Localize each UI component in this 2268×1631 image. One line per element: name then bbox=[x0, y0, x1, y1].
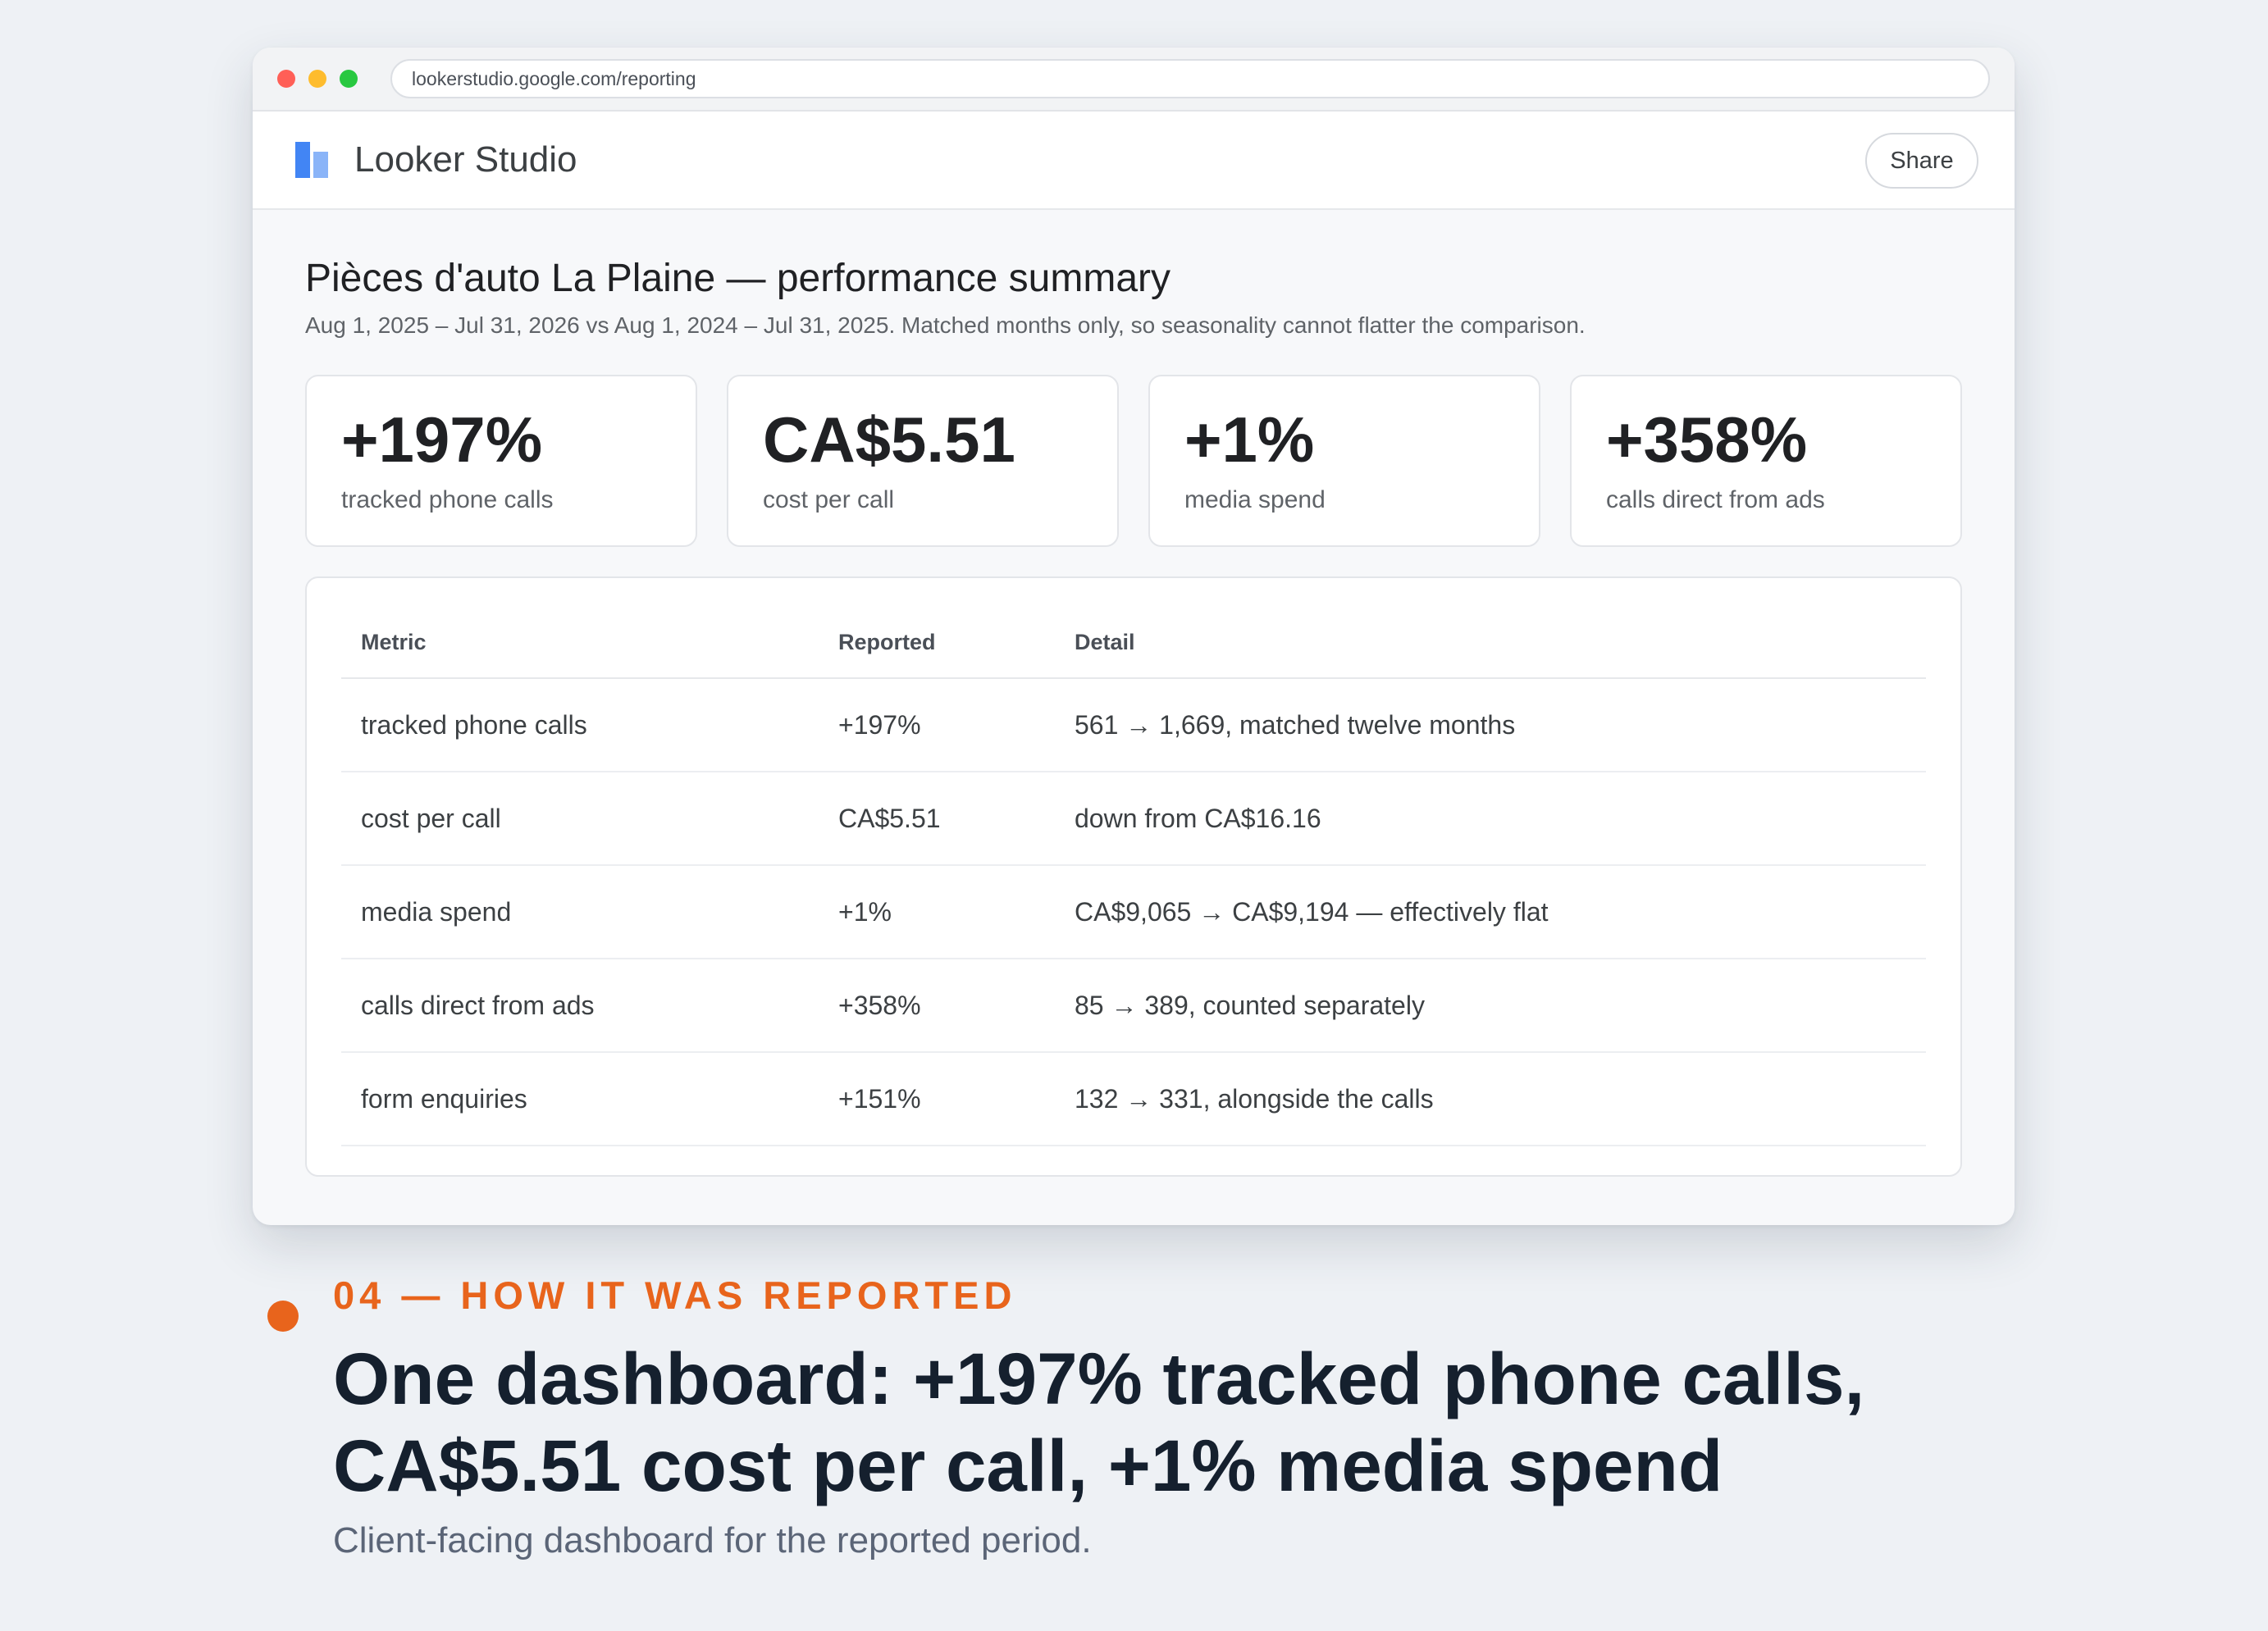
caption-headline: One dashboard: +197% tracked phone calls… bbox=[333, 1335, 2138, 1509]
looker-studio-logo-icon bbox=[295, 142, 333, 178]
kpi-row: +197% tracked phone calls CA$5.51 cost p… bbox=[305, 375, 1962, 547]
kpi-label: tracked phone calls bbox=[341, 486, 554, 513]
metrics-table: Metric Reported Detail tracked phone cal… bbox=[341, 608, 1926, 1146]
browser-toolbar: lookerstudio.google.com/reporting bbox=[253, 48, 2015, 112]
table-row: form enquiries +151% 132 → 331, alongsid… bbox=[341, 1052, 1926, 1146]
kpi-value: +1% bbox=[1184, 403, 1315, 476]
cell-reported: +1% bbox=[819, 865, 1055, 959]
address-bar[interactable]: lookerstudio.google.com/reporting bbox=[390, 59, 1990, 98]
headline-line-1: One dashboard: +197% tracked phone calls… bbox=[333, 1337, 1865, 1419]
app-header: Looker Studio Share bbox=[253, 112, 2015, 210]
kpi-value: +197% bbox=[341, 403, 543, 476]
report-canvas: Pièces d'auto La Plaine — performance su… bbox=[253, 210, 2015, 1177]
kpi-value: +358% bbox=[1606, 403, 1808, 476]
table-row: tracked phone calls +197% 561 → 1,669, m… bbox=[341, 678, 1926, 772]
cell-reported: CA$5.51 bbox=[819, 772, 1055, 866]
cell-detail: 85 → 389, counted separately bbox=[1055, 959, 1926, 1053]
minimize-window-button[interactable] bbox=[308, 70, 326, 88]
column-header-detail[interactable]: Detail bbox=[1055, 608, 1926, 679]
close-window-button[interactable] bbox=[277, 70, 295, 88]
cell-detail: 561 → 1,669, matched twelve months bbox=[1055, 678, 1926, 772]
table-row: cost per call CA$5.51 down from CA$16.16 bbox=[341, 772, 1926, 866]
browser-window: lookerstudio.google.com/reporting Looker… bbox=[253, 48, 2015, 1225]
cell-metric: calls direct from ads bbox=[341, 959, 819, 1053]
cell-detail: CA$9,065 → CA$9,194 — effectively flat bbox=[1055, 865, 1926, 959]
column-header-reported[interactable]: Reported bbox=[819, 608, 1055, 679]
metrics-table-card: Metric Reported Detail tracked phone cal… bbox=[305, 576, 1962, 1177]
kpi-label: cost per call bbox=[763, 486, 895, 513]
report-title: Pièces d'auto La Plaine — performance su… bbox=[305, 257, 1171, 300]
cell-reported: +151% bbox=[819, 1052, 1055, 1146]
cell-metric: media spend bbox=[341, 865, 819, 959]
section-kicker: 04 — HOW IT WAS REPORTED bbox=[333, 1273, 1017, 1317]
kpi-card-cost-per-call[interactable]: CA$5.51 cost per call bbox=[727, 375, 1119, 547]
cell-reported: +358% bbox=[819, 959, 1055, 1053]
cell-detail: 132 → 331, alongside the calls bbox=[1055, 1052, 1926, 1146]
table-row: media spend +1% CA$9,065 → CA$9,194 — ef… bbox=[341, 865, 1926, 959]
share-button[interactable]: Share bbox=[1865, 133, 1978, 189]
maximize-window-button[interactable] bbox=[340, 70, 358, 88]
headline-line-2: CA$5.51 cost per call, +1% media spend bbox=[333, 1424, 1723, 1506]
kpi-card-media-spend[interactable]: +1% media spend bbox=[1148, 375, 1540, 547]
app-title: Looker Studio bbox=[354, 139, 577, 180]
cell-detail: down from CA$16.16 bbox=[1055, 772, 1926, 866]
table-header-row: Metric Reported Detail bbox=[341, 608, 1926, 679]
kpi-value: CA$5.51 bbox=[763, 403, 1015, 476]
cell-metric: form enquiries bbox=[341, 1052, 819, 1146]
kpi-card-tracked-calls[interactable]: +197% tracked phone calls bbox=[305, 375, 697, 547]
caption-subtitle: Client-facing dashboard for the reported… bbox=[333, 1520, 1092, 1560]
accent-dot-icon bbox=[267, 1301, 299, 1332]
cell-reported: +197% bbox=[819, 678, 1055, 772]
table-row: calls direct from ads +358% 85 → 389, co… bbox=[341, 959, 1926, 1053]
column-header-metric[interactable]: Metric bbox=[341, 608, 819, 679]
kpi-label: calls direct from ads bbox=[1606, 486, 1825, 513]
kpi-label: media spend bbox=[1184, 486, 1326, 513]
report-subtitle: Aug 1, 2025 – Jul 31, 2026 vs Aug 1, 202… bbox=[305, 312, 1586, 338]
kpi-card-calls-from-ads[interactable]: +358% calls direct from ads bbox=[1570, 375, 1962, 547]
cell-metric: tracked phone calls bbox=[341, 678, 819, 772]
cell-metric: cost per call bbox=[341, 772, 819, 866]
